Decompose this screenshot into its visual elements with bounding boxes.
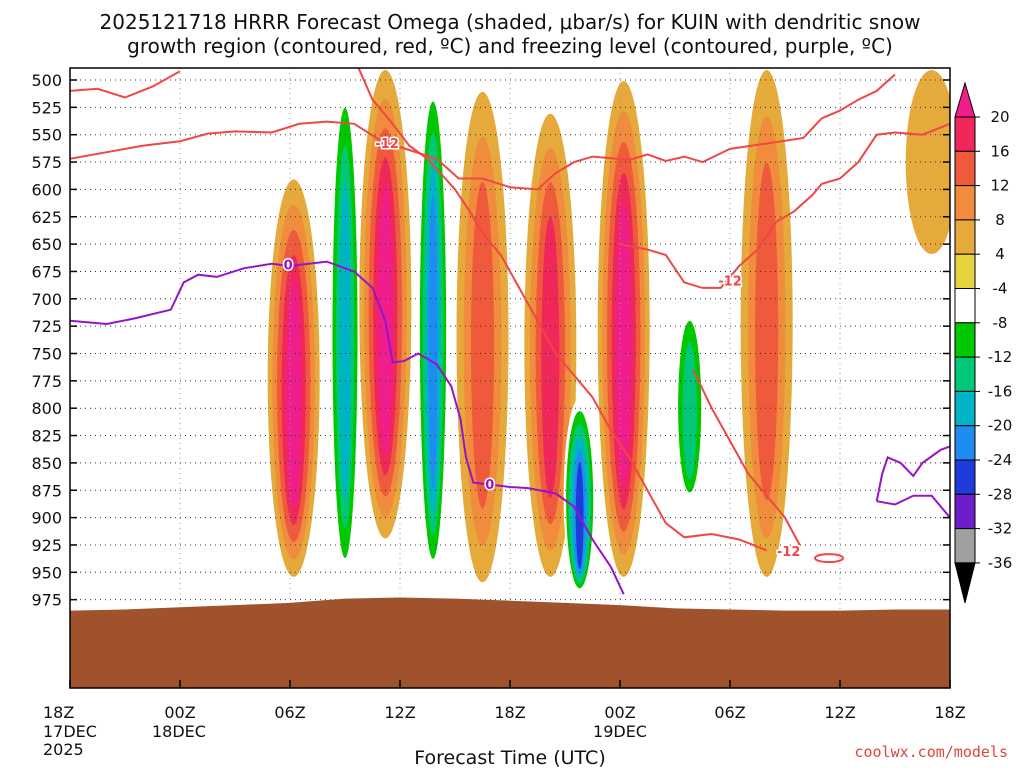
x-tick-label-24-line1: 18Z [494,703,525,722]
colorbar-label--12: -12 [988,348,1013,366]
colorbar-band-9 [954,425,976,461]
y-tick-label-875: 875 [31,481,62,500]
freezing-contour-b [875,445,950,502]
colorbar-label--16: -16 [988,382,1013,400]
dgz-contour-a [70,70,181,99]
x-tick-label-6-line2: 18DEC [152,722,206,741]
dgz-contour-e [692,369,801,546]
colorbar-top-triangle [954,81,976,118]
dgz-contour-c [357,68,768,552]
y-tick-label-925: 925 [31,536,62,555]
omega-column-4-level-4 [286,280,302,508]
colorbar-label-4: 4 [995,245,1005,263]
colorbar-label-16: 16 [990,142,1009,160]
x-tick-label-30-line2: 19DEC [593,722,647,741]
colorbar-bottom-triangle [954,562,976,604]
omega-column-7-level-4 [428,195,438,489]
grid-lines [70,68,950,688]
colorbar-label--8: -8 [993,314,1008,332]
y-tick-label-750: 750 [31,345,62,364]
colorbar-band-3 [954,219,976,255]
y-tick-label-850: 850 [31,454,62,473]
y-tick-label-650: 650 [31,235,62,254]
x-tick-label-18-line1: 12Z [384,703,415,722]
colorbar-band-13 [954,528,976,564]
y-axis: 500 525 550 575 600 625 650 675 700 725 750 775 800 8… [31,71,950,610]
x-tick-label-30-line1: 00Z [604,703,635,722]
dgz-contour-ring [814,553,844,564]
credit-text: coolwx.com/models [854,743,1008,761]
y-tick-label-525: 525 [31,98,62,117]
y-tick-label-700: 700 [31,290,62,309]
colorbar-band-6 [954,322,976,358]
y-tick-label-550: 550 [31,126,62,145]
colorbar-band-7 [954,356,976,392]
y-tick-label-675: 675 [31,262,62,281]
colorbar-label--24: -24 [988,451,1013,469]
colorbar-band-8 [954,390,976,427]
contour-label-freezing_a: 0 [284,258,293,273]
omega-column-1-level-0 [109,266,141,430]
contour-label-dgz_c: -12 [777,545,801,560]
omega-column-12-level-2 [682,342,697,480]
x-tick-label-48-line1: 18Z [934,703,965,722]
colorbar-band-10 [954,459,976,495]
colorbar: 20 16 12 8 4 -4 -8 -12 -16 -20 -24 -28 -32 -36 [954,81,1013,604]
omega-column-0-level-0 [76,173,108,462]
freezing-contour-a [70,260,625,595]
colorbar-band-4 [954,253,976,289]
contour-label-dgz_b: -12 [718,275,742,290]
colorbar-band-11 [954,493,976,530]
x-tick-label-6-line1: 00Z [164,703,195,722]
colorbar-label--20: -20 [988,417,1013,435]
y-tick-label-800: 800 [31,399,62,418]
colorbar-label-8: 8 [995,211,1005,229]
x-tick-label-0-line2: 17DEC [43,722,97,741]
omega-shading [76,69,950,594]
freezing-contour-c [876,494,950,519]
x-tick-label-0-line1: 18Z [43,703,74,722]
colorbar-band-2 [954,185,976,221]
y-tick-label-775: 775 [31,372,62,391]
chart-title-line2: growth region (contoured, red, ºC) and f… [127,34,893,58]
x-tick-label-12-line1: 06Z [274,703,305,722]
x-tick-label-0-line3: 2025 [43,740,84,759]
omega-column-8-level-2 [470,181,495,509]
y-tick-label-950: 950 [31,563,62,582]
y-tick-label-825: 825 [31,427,62,446]
y-tick-label-500: 500 [31,71,62,90]
colorbar-label--36: -36 [988,554,1013,572]
y-tick-label-975: 975 [31,591,62,610]
colorbar-band-1 [954,150,976,187]
colorbar-band-0 [954,116,976,152]
dgz-contour-d [619,122,950,289]
colorbar-band-5 [954,288,976,324]
contour-label-freezing_b: 0 [485,478,494,493]
terrain-surface [70,597,950,688]
colorbar-label--4: -4 [993,280,1008,298]
colorbar-label--32: -32 [988,520,1013,538]
x-axis-title: Forecast Time (UTC) [414,747,605,768]
y-tick-label-725: 725 [31,317,62,336]
y-tick-label-900: 900 [31,509,62,528]
dgz-contour-b [70,73,896,191]
contour-label-dgz_a: -12 [375,137,399,152]
y-tick-label-600: 600 [31,180,62,199]
y-tick-label-625: 625 [31,208,62,227]
contour-lines: -12 -12 -12 0 0 [70,68,950,595]
x-tick-label-36-line1: 06Z [714,703,745,722]
omega-column-14-level-0 [905,70,950,255]
x-tick-label-42-line1: 12Z [824,703,855,722]
colorbar-label--28: -28 [988,485,1013,503]
omega-column-11-level-4 [616,203,632,487]
chart-title-line1: 2025121718 HRRR Forecast Omega (shaded, … [100,10,921,34]
omega-column-9-level-3 [541,216,560,499]
colorbar-label-20: 20 [990,108,1009,126]
y-tick-label-575: 575 [31,153,62,172]
omega-column-13-level-2 [755,162,779,501]
omega-column-5-level-3 [339,183,351,499]
colorbar-label-12: 12 [990,177,1009,195]
